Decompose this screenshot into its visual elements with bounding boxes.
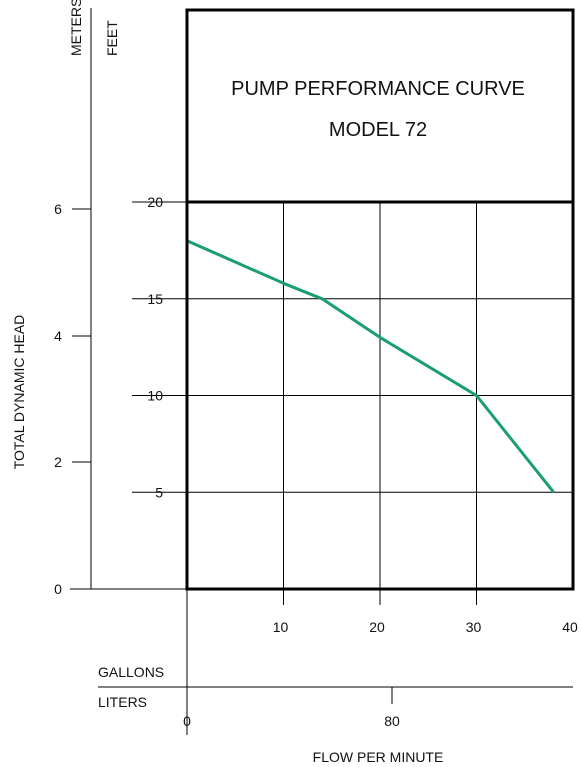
meters-tick-label: 6 — [54, 201, 62, 217]
feet-tick-label: 5 — [155, 484, 163, 500]
feet-tick-label: 20 — [147, 194, 163, 210]
gallons-tick-label: 10 — [273, 619, 289, 635]
gallons-tick-label: 40 — [562, 619, 578, 635]
x-axis-label: FLOW PER MINUTE — [313, 749, 444, 765]
liters-unit-label: LITERS — [98, 694, 147, 710]
axes: 0 2 4 6 5 10 15 20 10 20 30 40 0 80 — [54, 8, 578, 735]
gallons-unit-label: GALLONS — [98, 664, 164, 680]
gallons-tick-label: 30 — [466, 619, 482, 635]
performance-curve-line — [186, 239, 555, 494]
meters-unit-label: METERS — [68, 0, 84, 56]
meters-tick-label: 0 — [54, 581, 62, 597]
curve-layer — [186, 239, 555, 494]
meters-tick-label: 2 — [54, 454, 62, 470]
feet-tick-label: 15 — [147, 291, 163, 307]
feet-tick-label: 10 — [147, 388, 163, 404]
frame-border — [185, 8, 575, 591]
grid-lines — [132, 201, 573, 605]
chart-subtitle: MODEL 72 — [329, 119, 427, 141]
feet-unit-label: FEET — [104, 20, 120, 56]
gallons-tick-label: 20 — [369, 619, 385, 635]
liters-tick-label: 80 — [384, 713, 400, 729]
y-axis-label: TOTAL DYNAMIC HEAD — [11, 315, 27, 470]
chart-title: PUMP PERFORMANCE CURVE — [231, 78, 525, 100]
meters-tick-label: 4 — [54, 328, 62, 344]
chart-frame — [185, 8, 575, 591]
liters-tick-label: 0 — [183, 713, 191, 729]
